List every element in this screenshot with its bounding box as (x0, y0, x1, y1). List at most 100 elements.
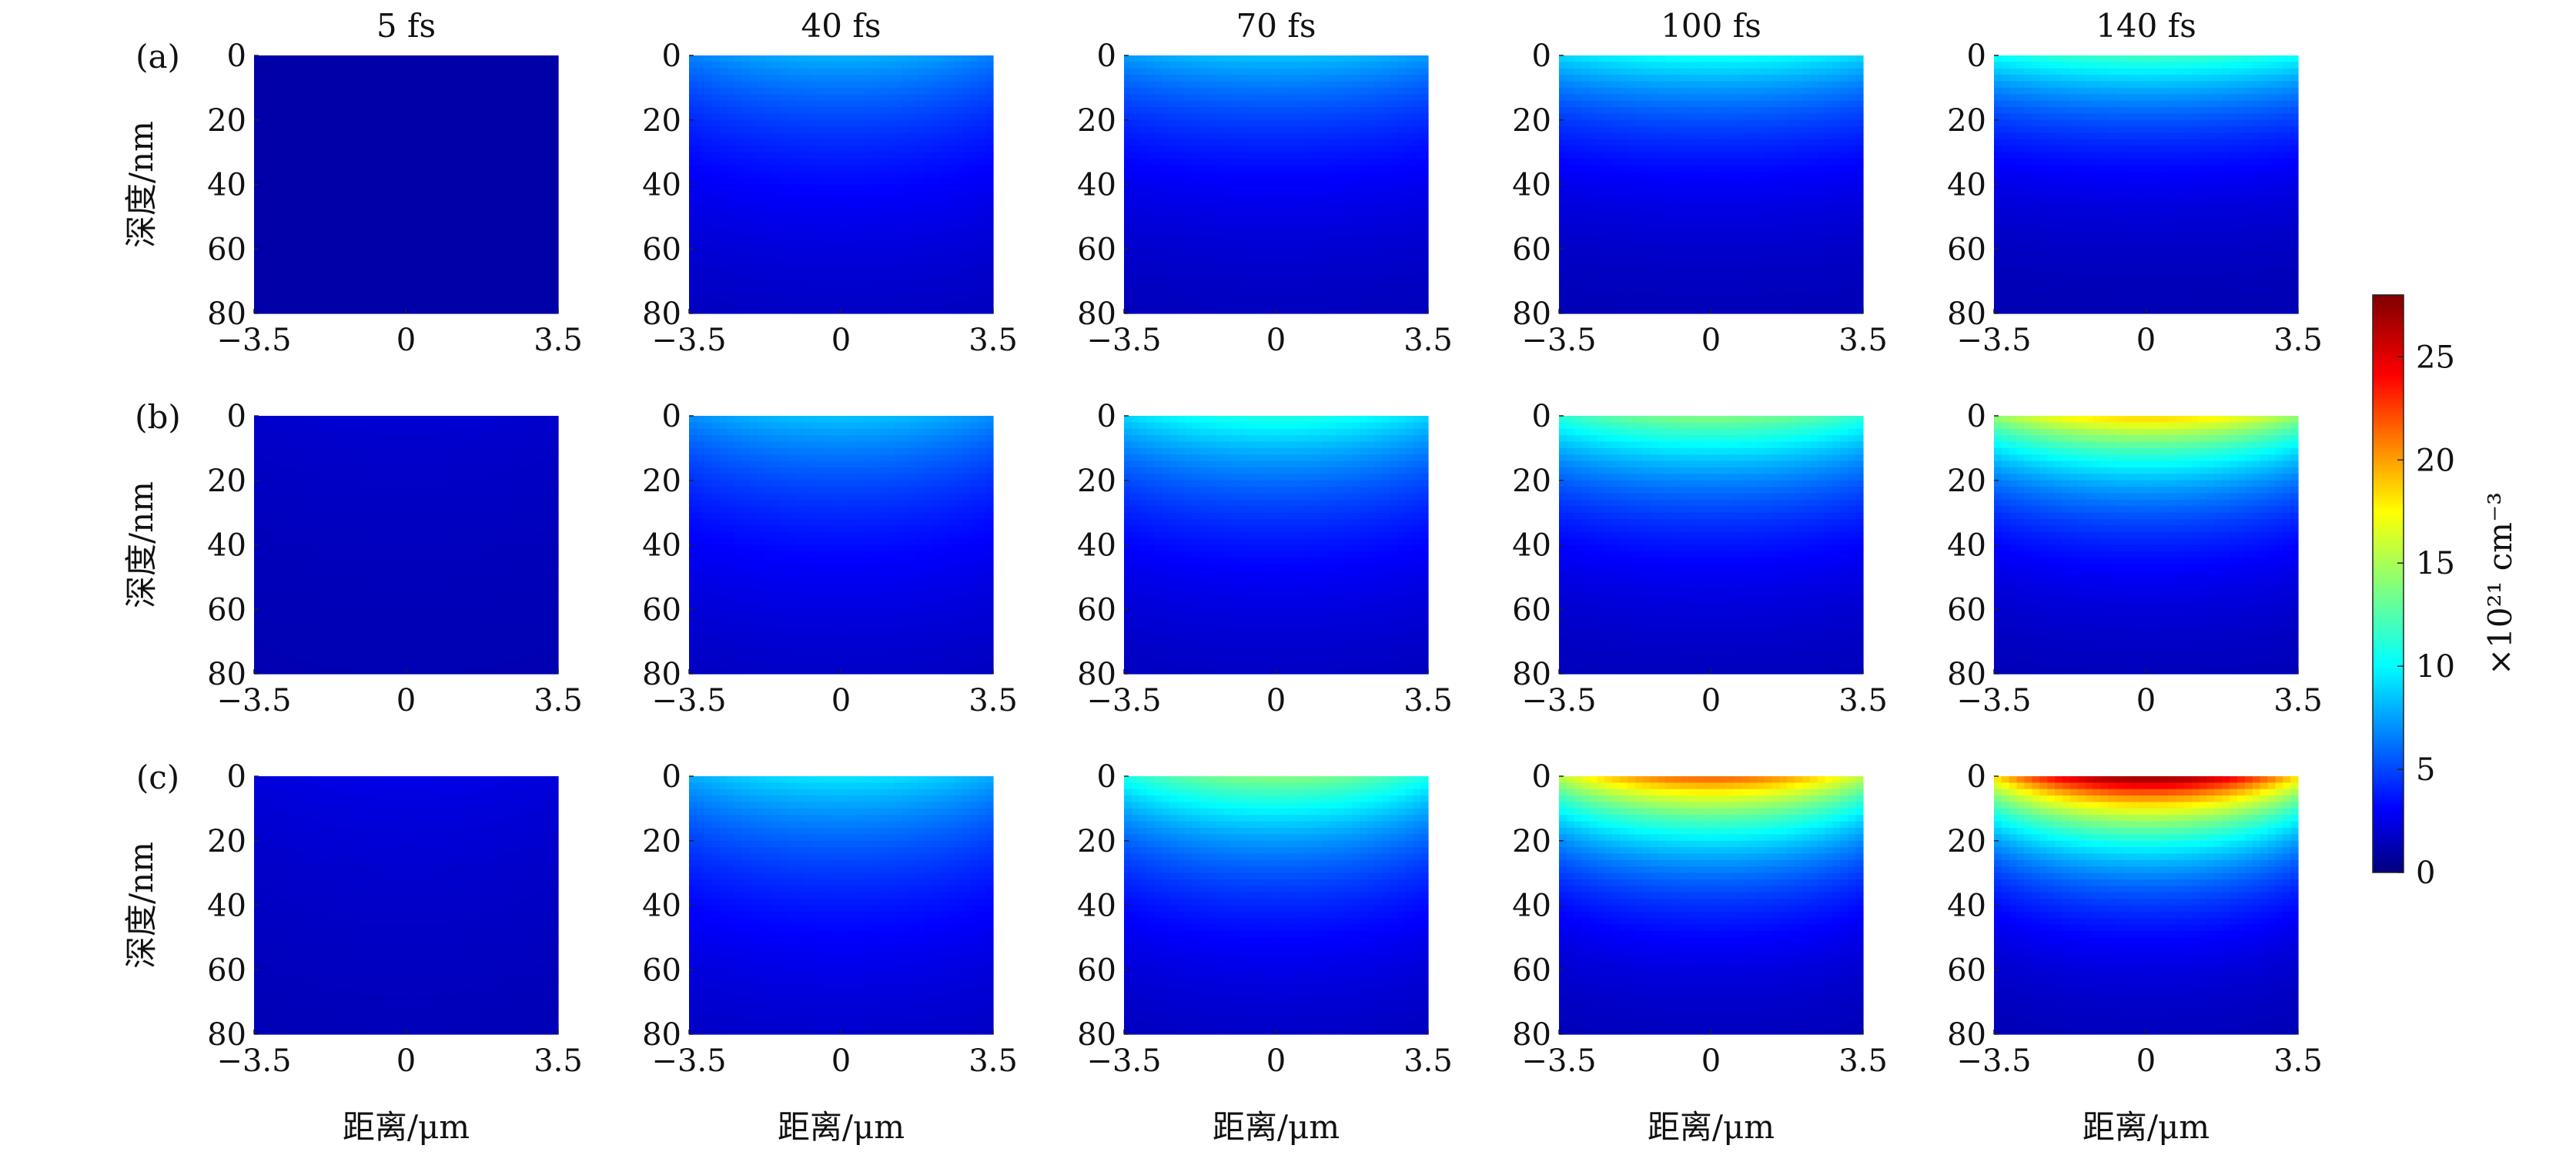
heatmap-cell (1405, 159, 1413, 166)
heatmap-cell (535, 197, 543, 204)
heatmap-cell (1132, 281, 1139, 288)
heatmap-cell (955, 236, 963, 243)
heatmap-cell (376, 243, 383, 249)
heatmap-cell (1299, 204, 1306, 211)
heatmap-cell (1261, 197, 1269, 204)
heatmap-cell (841, 300, 849, 307)
heatmap-cell (788, 126, 795, 133)
heatmap-cell (505, 197, 513, 204)
heatmap-cell (1383, 275, 1390, 282)
heatmap-cell (856, 249, 864, 256)
heatmap-cell (720, 281, 728, 288)
heatmap-cell (909, 268, 917, 275)
heatmap-cell (1238, 185, 1246, 192)
heatmap-cell (391, 55, 399, 62)
heatmap-cell (1230, 82, 1238, 89)
heatmap-cell (940, 152, 948, 159)
heatmap-cell (1749, 69, 1757, 75)
heatmap-cell (292, 191, 299, 198)
heatmap-cell (712, 172, 720, 179)
heatmap-cell (1177, 55, 1185, 62)
heatmap-cell (254, 62, 262, 69)
heatmap-cell (734, 126, 742, 133)
heatmap-cell (460, 75, 467, 82)
heatmap-cell (1337, 236, 1345, 243)
heatmap-cell (720, 262, 728, 269)
heatmap-cell (1169, 288, 1177, 295)
heatmap-cell (1352, 216, 1360, 223)
heatmap-cell (781, 210, 788, 217)
heatmap-cell (1139, 216, 1147, 223)
heatmap-cell (826, 62, 834, 69)
heatmap-cell (413, 262, 421, 269)
heatmap-cell (826, 159, 834, 166)
heatmap-cell (712, 55, 720, 62)
heatmap-cell (1413, 281, 1420, 288)
heatmap-cell (1651, 75, 1658, 82)
heatmap-cell (444, 281, 452, 288)
heatmap-cell (871, 178, 879, 185)
heatmap-cell (826, 275, 834, 282)
heatmap-cell (353, 172, 360, 179)
heatmap-cell (1147, 152, 1155, 159)
heatmap-cell (985, 94, 993, 101)
heatmap-cell (505, 229, 513, 236)
heatmap-cell (353, 152, 360, 159)
heatmap-cell (323, 197, 330, 204)
heatmap-cell (1352, 249, 1360, 256)
heatmap-cell (421, 113, 429, 120)
heatmap-cell (879, 133, 887, 140)
heatmap-cell (368, 210, 376, 217)
heatmap-cell (1367, 256, 1375, 263)
heatmap-cell (1375, 101, 1383, 108)
heatmap-cell (1223, 152, 1230, 159)
heatmap-cell (879, 178, 887, 185)
heatmap-cell (330, 139, 338, 146)
heatmap-cell (963, 126, 971, 133)
heatmap-cell (834, 191, 841, 198)
heatmap-cell (848, 75, 856, 82)
heatmap-cell (299, 178, 307, 185)
heatmap-cell (1185, 223, 1193, 230)
heatmap-cell (505, 126, 513, 133)
heatmap-cell (535, 185, 543, 192)
heatmap-cell (795, 262, 803, 269)
heatmap-cell (720, 159, 728, 166)
heatmap-cell (497, 191, 505, 198)
heatmap-cell (277, 94, 285, 101)
heatmap-cell (1162, 281, 1169, 288)
heatmap-cell (1223, 288, 1230, 295)
heatmap-cell (307, 75, 315, 82)
heatmap-cell (513, 172, 520, 179)
heatmap-cell (1223, 197, 1230, 204)
heatmap-cell (1177, 262, 1185, 269)
heatmap-cell (1246, 281, 1253, 288)
heatmap-cell (895, 152, 902, 159)
heatmap-cell (1169, 62, 1177, 69)
heatmap-cell (834, 101, 841, 108)
heatmap-cell (1779, 69, 1787, 75)
heatmap-cell (1132, 256, 1139, 263)
heatmap-cell (864, 204, 871, 211)
heatmap-cell (444, 133, 452, 140)
heatmap-cell (917, 275, 925, 282)
heatmap-cell (1306, 172, 1314, 179)
heatmap-cell (330, 62, 338, 69)
heatmap-cell (1314, 236, 1322, 243)
heatmap-cell (1162, 216, 1169, 223)
heatmap-cell (803, 210, 811, 217)
heatmap-cell (1299, 55, 1306, 62)
heatmap-cell (1193, 223, 1200, 230)
heatmap-cell (887, 281, 895, 288)
heatmap-cell (1193, 113, 1200, 120)
heatmap-cell (1283, 165, 1291, 172)
heatmap-cell (1253, 236, 1261, 243)
heatmap-cell (902, 275, 910, 282)
heatmap-cell (887, 204, 895, 211)
heatmap-cell (1185, 88, 1193, 95)
heatmap-cell (704, 55, 712, 62)
heatmap-cell (413, 178, 421, 185)
heatmap-cell (467, 307, 475, 314)
heatmap-cell (323, 88, 330, 95)
heatmap-cell (742, 185, 750, 192)
